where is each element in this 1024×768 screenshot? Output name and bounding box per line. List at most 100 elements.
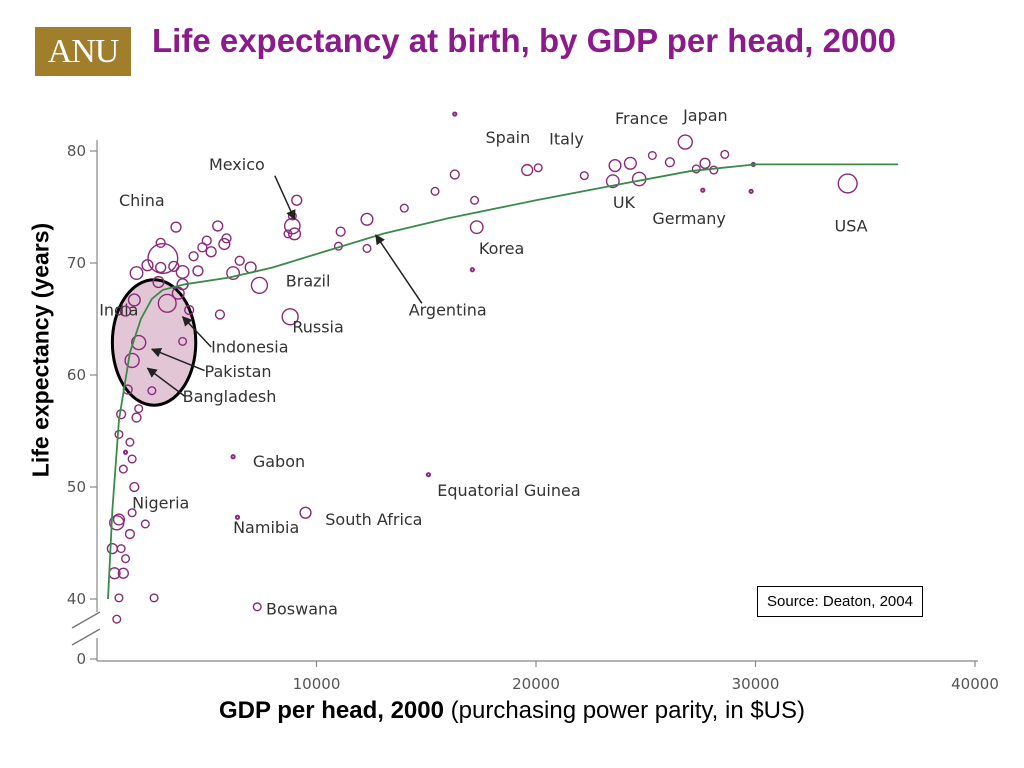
country-point <box>425 472 432 478</box>
country-point <box>360 212 374 226</box>
country-point <box>469 220 484 235</box>
country-point <box>449 169 460 180</box>
country-point <box>127 293 141 307</box>
country-point <box>335 226 346 237</box>
country-point <box>709 165 719 175</box>
country-point <box>119 305 132 317</box>
country-label: Korea <box>479 239 524 258</box>
country-point <box>170 221 182 233</box>
country-label: Boswana <box>266 600 338 619</box>
x-axis-label-rest: (purchasing power parity, in $US) <box>443 697 806 724</box>
country-point <box>116 544 126 554</box>
country-point <box>112 513 126 526</box>
country-point <box>127 508 137 518</box>
y-tick-label: 70 <box>67 254 86 272</box>
country-point <box>837 173 858 194</box>
country-point <box>147 386 157 396</box>
y-tick-label: 60 <box>67 366 86 384</box>
y-tick-label: 50 <box>67 478 86 496</box>
country-label: Spain <box>486 128 531 147</box>
country-point <box>197 242 208 253</box>
country-point <box>214 309 226 320</box>
y-axis-label: Life expectancy (years) <box>27 222 54 478</box>
country-point <box>234 255 245 266</box>
country-label: China <box>119 191 165 210</box>
country-point <box>226 266 241 281</box>
country-label: France <box>615 109 668 128</box>
anu-logo: ANU <box>35 27 131 76</box>
country-point <box>188 251 199 262</box>
country-point <box>221 233 232 244</box>
country-point <box>147 242 179 275</box>
country-label: Italy <box>549 129 584 148</box>
country-point <box>218 237 231 251</box>
x-tick-label: 40000 <box>951 675 999 693</box>
country-label: Brazil <box>286 272 331 291</box>
country-point <box>112 614 122 624</box>
country-point <box>140 519 150 529</box>
y-tick-label: 80 <box>67 142 86 160</box>
country-point <box>521 163 534 177</box>
axis-break-mark-lower <box>71 628 101 646</box>
country-point <box>281 308 299 326</box>
country-point <box>121 554 131 564</box>
country-point <box>700 187 706 193</box>
country-point <box>647 150 657 161</box>
country-label: Japan <box>682 106 728 125</box>
country-point <box>134 404 144 414</box>
country-point <box>205 246 217 258</box>
country-label: Germany <box>652 209 726 228</box>
country-label: Gabon <box>253 452 305 471</box>
country-point <box>192 265 204 277</box>
annotation-arrow <box>181 316 212 348</box>
country-point <box>699 157 711 169</box>
country-point <box>691 164 701 174</box>
country-label: UK <box>613 193 636 212</box>
country-point <box>114 593 124 603</box>
country-point <box>250 276 269 295</box>
annotation-arrow <box>274 175 296 221</box>
country-point <box>124 528 136 540</box>
country-point <box>125 437 135 447</box>
country-point <box>748 188 754 194</box>
country-label: Russia <box>292 317 343 336</box>
country-point <box>430 186 440 196</box>
country-point <box>283 217 301 235</box>
country-point <box>605 174 620 189</box>
axis-break-mark-upper <box>71 611 101 629</box>
country-point <box>106 542 119 555</box>
country-point <box>149 593 159 603</box>
country-point <box>152 275 165 289</box>
country-point <box>175 264 190 279</box>
country-point <box>287 227 302 241</box>
country-point <box>299 506 312 519</box>
country-label: Indonesia <box>211 338 288 357</box>
country-point <box>470 195 480 205</box>
country-point <box>252 602 262 612</box>
country-point <box>230 454 236 460</box>
country-point <box>234 514 241 520</box>
country-label: Mexico <box>209 155 265 174</box>
x-tick-label: 10000 <box>293 675 341 693</box>
country-point <box>623 156 637 170</box>
country-point <box>122 449 129 455</box>
country-point <box>720 149 730 159</box>
country-label: Nigeria <box>132 493 189 512</box>
country-point <box>469 267 475 273</box>
country-point <box>117 567 129 579</box>
country-point <box>184 304 195 316</box>
country-label: Pakistan <box>205 362 272 381</box>
country-label: South Africa <box>325 510 422 529</box>
country-label: Equatorial Guinea <box>437 481 580 500</box>
country-point <box>533 163 543 173</box>
country-label: Argentina <box>409 301 487 320</box>
country-point <box>118 464 128 474</box>
country-point <box>131 334 147 351</box>
x-axis-label: GDP per head, 2000 (purchasing power par… <box>0 697 1024 725</box>
country-point <box>124 352 140 369</box>
country-point <box>129 481 140 493</box>
country-label: India <box>99 301 138 320</box>
source-note: Source: Deaton, 2004 <box>757 586 923 617</box>
x-axis-label-bold: GDP per head, 2000 <box>218 697 444 724</box>
